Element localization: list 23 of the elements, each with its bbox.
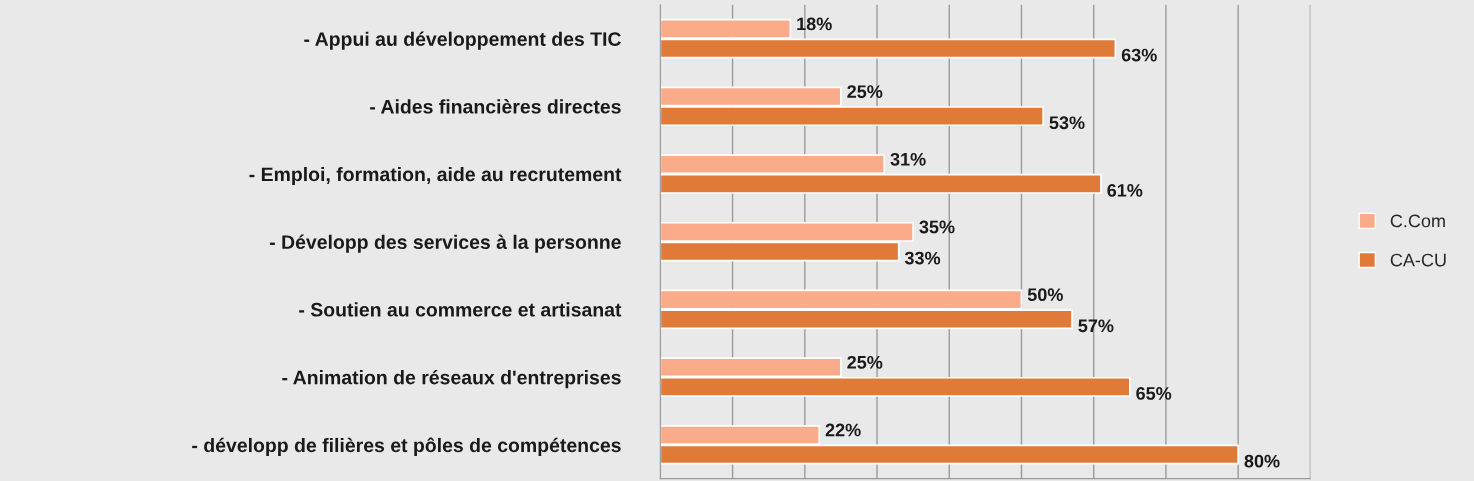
y-tick-label: - Aides financières directes — [370, 99, 621, 114]
y-tick-label: - Emploi, formation, aide au recrutement — [249, 166, 622, 186]
data-label: 35% — [919, 220, 955, 234]
legend-label: C.Com — [1390, 214, 1445, 228]
data-label: 65% — [1136, 387, 1172, 400]
data-label: 57% — [1078, 319, 1114, 333]
data-label: 50% — [1027, 288, 1063, 302]
y-tick-label: - Animation de réseaux d'entreprises — [282, 369, 621, 389]
data-label: 18% — [797, 17, 832, 31]
data-label: 25% — [847, 85, 883, 98]
data-label: 33% — [904, 251, 941, 265]
data-label: 61% — [1107, 184, 1143, 197]
legend-label: CA-CU — [1390, 253, 1446, 267]
data-label: 63% — [1121, 48, 1157, 62]
data-label: 53% — [1049, 116, 1085, 130]
data-label: 22% — [825, 423, 861, 437]
y-tick-label: - Appui au développement des TIC — [304, 31, 621, 50]
data-label: 80% — [1244, 454, 1280, 468]
data-label: 25% — [847, 355, 883, 369]
y-tick-label: - Développ des services à la personne — [269, 234, 621, 253]
y-tick-label: - Soutien au commerce et artisanat — [299, 302, 622, 317]
y-tick-label: - développ de filières et pôles de compétences — [192, 437, 621, 457]
data-label: 31% — [890, 152, 926, 166]
